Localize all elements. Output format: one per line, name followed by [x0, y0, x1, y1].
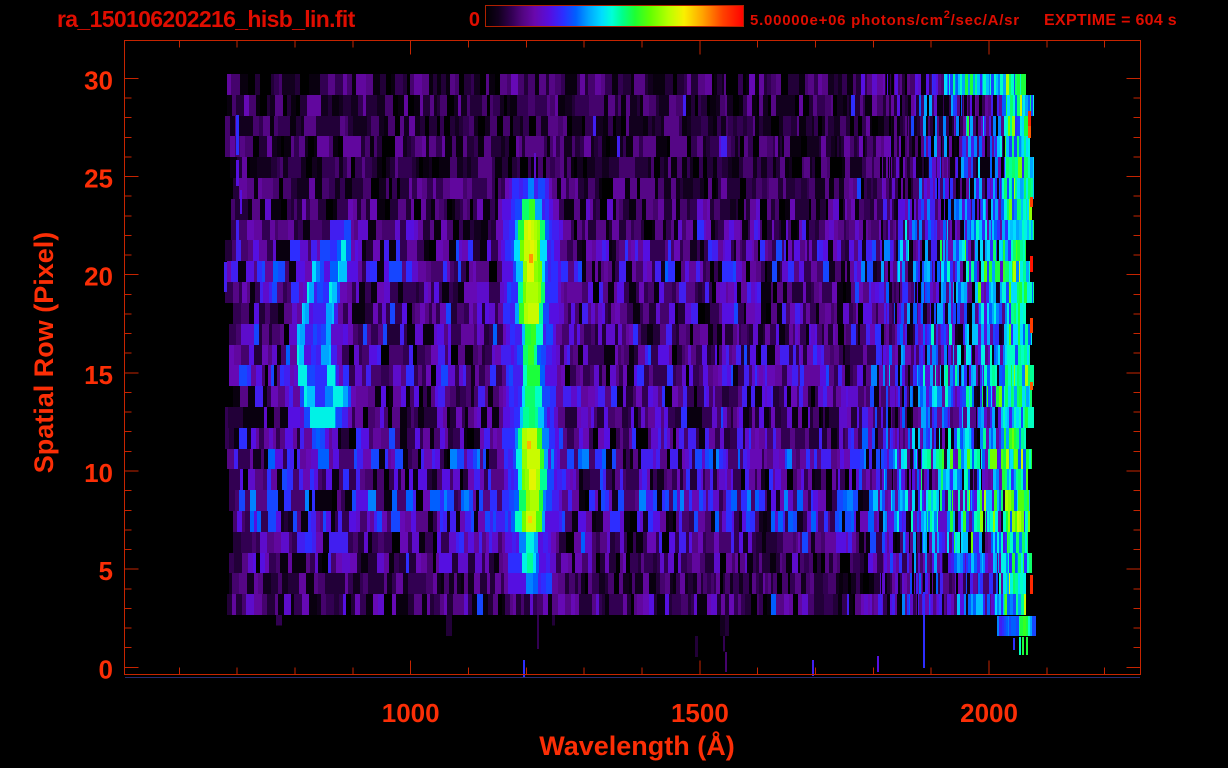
svg-text:10: 10 — [84, 458, 113, 488]
svg-text:20: 20 — [84, 262, 113, 292]
svg-text:0: 0 — [99, 654, 113, 684]
svg-text:1000: 1000 — [382, 698, 440, 728]
svg-text:5.00000e+06 photons/cm2/sec/A/: 5.00000e+06 photons/cm2/sec/A/sr — [750, 9, 1020, 29]
svg-text:25: 25 — [84, 164, 113, 194]
svg-text:2000: 2000 — [960, 698, 1018, 728]
svg-text:15: 15 — [84, 360, 113, 390]
svg-text:ra_150106202216_hisb_lin.fit: ra_150106202216_hisb_lin.fit — [57, 6, 356, 32]
svg-text:EXPTIME = 604 s: EXPTIME = 604 s — [1044, 12, 1177, 29]
svg-text:0: 0 — [469, 9, 480, 31]
svg-text:Wavelength (Å): Wavelength (Å) — [539, 730, 735, 761]
svg-text:5: 5 — [99, 556, 113, 586]
svg-text:1500: 1500 — [671, 698, 729, 728]
svg-text:Spatial Row (Pixel): Spatial Row (Pixel) — [29, 232, 59, 474]
svg-text:30: 30 — [84, 65, 113, 95]
